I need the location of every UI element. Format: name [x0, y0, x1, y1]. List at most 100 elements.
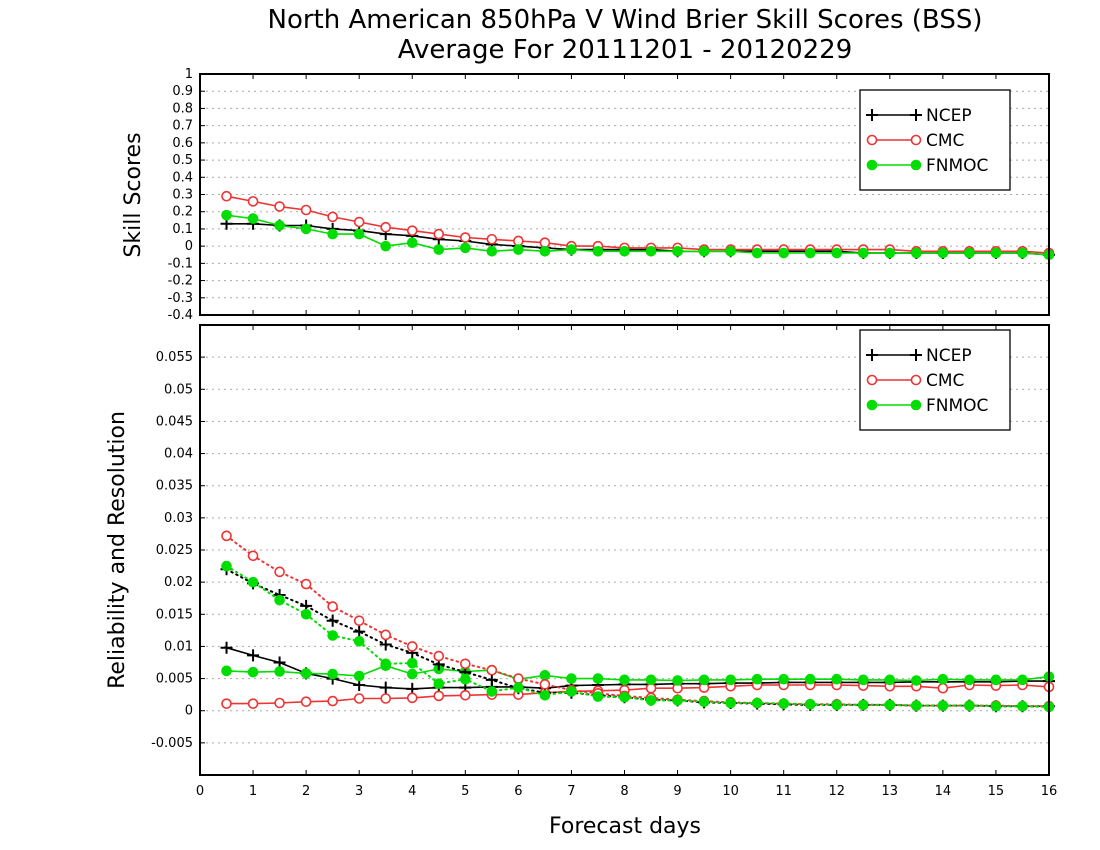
series-cmc-point-11: [513, 235, 524, 247]
series-cmc-reliability-point-6: [380, 693, 392, 704]
y-tick-label: 0.1: [172, 222, 193, 237]
legend-fnmoc-point-0: [866, 159, 878, 171]
legend-ncep-point-0: [866, 349, 878, 361]
series-fnmoc-resolution-point-5: [353, 635, 365, 647]
x-tick-label: 11: [775, 784, 792, 799]
plot-frame: [199, 73, 1050, 316]
x-axis-label: Forecast days: [549, 814, 701, 839]
series-fnmoc-point-10: [486, 246, 498, 257]
series-fnmoc-point-30: [1017, 247, 1028, 259]
series-cmc-point-8: [433, 228, 445, 240]
series-fnmoc-reliability-point-25: [884, 674, 896, 686]
series-fnmoc-point-7: [406, 237, 418, 248]
y-axis-label: Skill Scores: [121, 132, 146, 257]
y-tick-label: 0.035: [156, 479, 193, 494]
series-fnmoc-reliability-point-28: [964, 674, 975, 686]
series-ncep-reliability-point-1: [247, 649, 260, 662]
x-tick-label: 10: [722, 784, 739, 799]
y-tick-label: 0.02: [164, 575, 193, 590]
series-fnmoc-resolution-point-24: [857, 699, 869, 711]
y-tick-label: 0.045: [156, 414, 193, 429]
series-fnmoc-point-20: [751, 247, 763, 259]
y-tick-label: 1: [185, 67, 193, 82]
series-cmc-reliability-point-2: [274, 697, 285, 709]
y-tick-label: 0.5: [172, 153, 193, 168]
series-fnmoc-point-24: [857, 247, 869, 259]
reliability-resolution-panel: -0.005 0 0.005 0.01 0.015 0.02 0.025 0.03 0.035 0…: [105, 324, 1058, 799]
series-fnmoc-reliability-point-26: [911, 675, 922, 686]
series-fnmoc-reliability-point-15: [619, 674, 630, 686]
series-cmc-resolution-point-8: [433, 650, 445, 662]
series-fnmoc-point-21: [778, 247, 789, 259]
series-fnmoc-resolution-point-30: [1017, 700, 1028, 712]
series-cmc-point-0: [221, 190, 232, 202]
series-fnmoc-resolution-point-3: [300, 608, 312, 620]
series-fnmoc-reliability-point-5: [353, 670, 365, 682]
y-tick-label: 0.7: [172, 119, 193, 134]
y-tick-label: 0: [185, 704, 193, 719]
series-cmc-resolution-point-2: [274, 566, 285, 578]
series-cmc-reliability-point-4: [327, 695, 338, 707]
x-tick-label: 4: [408, 784, 416, 799]
series-layer: [220, 190, 1055, 261]
legend-label-ncep: NCEP: [926, 346, 972, 366]
series-fnmoc-point-1: [247, 213, 259, 224]
series-fnmoc-reliability-point-13: [566, 673, 577, 684]
legend-label-fnmoc: FNMOC: [926, 156, 988, 176]
series-fnmoc-resolution-point-14: [592, 691, 604, 702]
series-layer: [220, 530, 1055, 713]
plot-frame: [199, 324, 1050, 776]
series-cmc-resolution-point-0: [221, 530, 232, 542]
series-cmc-reliability-point-9: [460, 689, 471, 701]
series-fnmoc-resolution-point-25: [884, 699, 896, 711]
axes: -0.005 0 0.005 0.01 0.015 0.02 0.025 0.03 0.035 0…: [151, 324, 1058, 799]
x-tick-label: 3: [355, 784, 363, 799]
chart-title-line2: Average For 20111201 - 20120229: [398, 35, 853, 65]
x-tick-label: 16: [1041, 784, 1058, 799]
series-fnmoc-reliability-point-3: [300, 668, 312, 679]
chart-title-line1: North American 850hPa V Wind Brier Skill…: [268, 5, 983, 35]
series-fnmoc-resolution-point-26: [911, 700, 922, 711]
series-fnmoc-reliability-point-30: [1017, 674, 1028, 686]
series-cmc-resolution-point-10: [486, 664, 498, 676]
series-fnmoc-resolution-point-22: [804, 698, 816, 710]
series-fnmoc-reliability-point-21: [778, 673, 789, 685]
y-tick-label: 0.01: [164, 639, 193, 654]
series-fnmoc-resolution-point-12: [539, 689, 551, 701]
series-fnmoc-reliability-point-20: [751, 673, 763, 685]
axes: -0.4 -0.3 -0.2 -0.1 0 0.1 0.2 0.3 0.4 0.5 0.6 0.7 0.…: [168, 67, 1050, 323]
series-fnmoc-point-29: [990, 247, 1002, 259]
series-fnmoc-point-17: [672, 246, 683, 257]
series-fnmoc-resolution-point-10: [486, 686, 498, 697]
x-tick-label: 5: [461, 784, 469, 799]
series-fnmoc-resolution-point-2: [274, 594, 285, 606]
series-fnmoc-resolution-point-0: [221, 560, 232, 572]
y-tick-label: -0.3: [168, 291, 193, 306]
series-cmc-reliability-point-3: [300, 696, 312, 708]
x-tick-label: 13: [882, 784, 899, 799]
legend-cmc-point-0: [866, 134, 878, 146]
legend-label-ncep: NCEP: [926, 106, 972, 126]
series-cmc-point-12: [539, 237, 551, 248]
series-fnmoc-reliability-point-18: [698, 674, 710, 686]
y-tick-label: 0.03: [164, 511, 193, 526]
x-tick-label: 14: [935, 784, 952, 799]
series-cmc-resolution-point-4: [327, 601, 338, 612]
series-fnmoc-resolution-point-17: [672, 695, 683, 706]
series-fnmoc-resolution-point-15: [619, 691, 630, 703]
series-fnmoc-reliability-point-27: [937, 673, 949, 685]
y-tick-label: 0.04: [164, 447, 193, 462]
series-fnmoc-resolution-line: [225, 565, 1050, 708]
series-fnmoc-point-27: [937, 247, 949, 259]
series-fnmoc-reliability-point-29: [990, 674, 1002, 686]
series-fnmoc-resolution-point-20: [751, 697, 763, 709]
series-cmc-resolution-point-5: [353, 615, 365, 627]
series-fnmoc-resolution-point-7: [406, 657, 418, 669]
series-fnmoc-resolution-point-9: [460, 673, 471, 685]
legend: NCEP CMC FNMOC: [859, 329, 1011, 431]
series-cmc-reliability-point-8: [433, 690, 445, 702]
series-fnmoc-point-11: [513, 244, 524, 255]
series-fnmoc-resolution-point-4: [327, 630, 338, 641]
series-ncep-resolution-point-10: [485, 673, 498, 686]
series-cmc-resolution-point-12: [539, 679, 551, 690]
